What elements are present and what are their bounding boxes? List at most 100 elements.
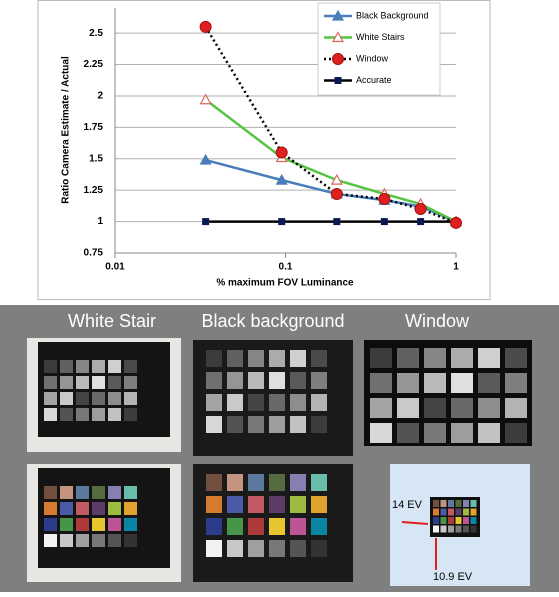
- patch: [60, 518, 73, 531]
- patch: [92, 376, 105, 389]
- patch: [290, 474, 306, 491]
- patch: [269, 496, 285, 513]
- patch: [505, 398, 527, 418]
- patch: [76, 376, 89, 389]
- patch: [248, 496, 264, 513]
- patch: [455, 517, 462, 524]
- patch: [124, 376, 137, 389]
- patch: [311, 416, 327, 433]
- patch: [463, 517, 469, 524]
- patch: [478, 423, 500, 443]
- patch: [76, 486, 89, 499]
- patch: [311, 518, 327, 535]
- patch: [470, 508, 477, 516]
- patch: [440, 525, 447, 533]
- legend-marker: [331, 31, 345, 43]
- patch: [433, 500, 439, 507]
- legend-label: Black Background: [356, 10, 429, 20]
- patch: [60, 392, 73, 405]
- patch: [505, 348, 527, 368]
- legend-marker: [331, 9, 345, 21]
- patch: [227, 496, 243, 513]
- marker: [380, 218, 388, 226]
- patch: [206, 496, 222, 513]
- marker: [417, 218, 425, 226]
- y-tick-label: 1.5: [89, 153, 103, 164]
- patch: [44, 502, 57, 515]
- checker-body: [38, 342, 170, 437]
- patch: [440, 508, 447, 516]
- patch: [290, 350, 306, 367]
- photo-label: Black background: [201, 311, 344, 331]
- patch: [311, 394, 327, 411]
- y-tick-label: 1.75: [84, 122, 104, 133]
- patch: [44, 408, 57, 421]
- marker: [450, 216, 462, 229]
- patch: [108, 518, 121, 531]
- patch: [424, 373, 446, 393]
- patch: [269, 394, 285, 411]
- patch: [311, 540, 327, 557]
- patch: [248, 474, 264, 491]
- patch: [448, 500, 454, 507]
- patch: [76, 502, 89, 515]
- marker: [378, 192, 391, 205]
- patch: [433, 508, 439, 516]
- patch: [311, 474, 327, 491]
- patch: [76, 392, 89, 405]
- patch: [248, 350, 264, 367]
- patch: [424, 398, 446, 418]
- marker: [330, 173, 343, 185]
- patch: [455, 508, 462, 516]
- patch: [108, 360, 121, 373]
- patch: [269, 518, 285, 535]
- marker: [414, 203, 427, 216]
- patch: [60, 408, 73, 421]
- patch: [424, 348, 446, 368]
- patch: [227, 540, 243, 557]
- patch: [463, 500, 469, 507]
- patch: [206, 540, 222, 557]
- patch: [44, 360, 57, 373]
- patch: [108, 486, 121, 499]
- legend-marker: [332, 53, 344, 65]
- patch: [290, 496, 306, 513]
- legend-label: Accurate: [356, 75, 392, 85]
- patch: [76, 518, 89, 531]
- photo-label: White Stair: [68, 311, 156, 331]
- patch: [470, 500, 477, 507]
- patch: [206, 394, 222, 411]
- patch: [433, 517, 439, 524]
- marker: [202, 218, 210, 226]
- arrow: [401, 521, 429, 525]
- marker: [199, 93, 212, 105]
- patch: [124, 486, 137, 499]
- patch: [269, 416, 285, 433]
- patch: [108, 392, 121, 405]
- patch: [44, 534, 57, 547]
- patch: [248, 518, 264, 535]
- patch: [290, 540, 306, 557]
- marker: [333, 218, 341, 226]
- patch: [455, 525, 462, 533]
- patch: [44, 486, 57, 499]
- marker: [275, 146, 288, 159]
- patch: [463, 525, 469, 533]
- patch: [124, 408, 137, 421]
- patch: [290, 416, 306, 433]
- patch: [448, 525, 454, 533]
- series-line: [204, 98, 457, 223]
- patch: [455, 500, 462, 507]
- patch: [269, 474, 285, 491]
- patch: [44, 392, 57, 405]
- x-tick-label: 1: [453, 262, 459, 273]
- patch: [206, 350, 222, 367]
- patch: [206, 372, 222, 389]
- patch: [290, 394, 306, 411]
- marker: [275, 173, 288, 185]
- patch: [451, 373, 473, 393]
- patch: [311, 372, 327, 389]
- patch: [92, 486, 105, 499]
- patch: [505, 373, 527, 393]
- patch: [227, 394, 243, 411]
